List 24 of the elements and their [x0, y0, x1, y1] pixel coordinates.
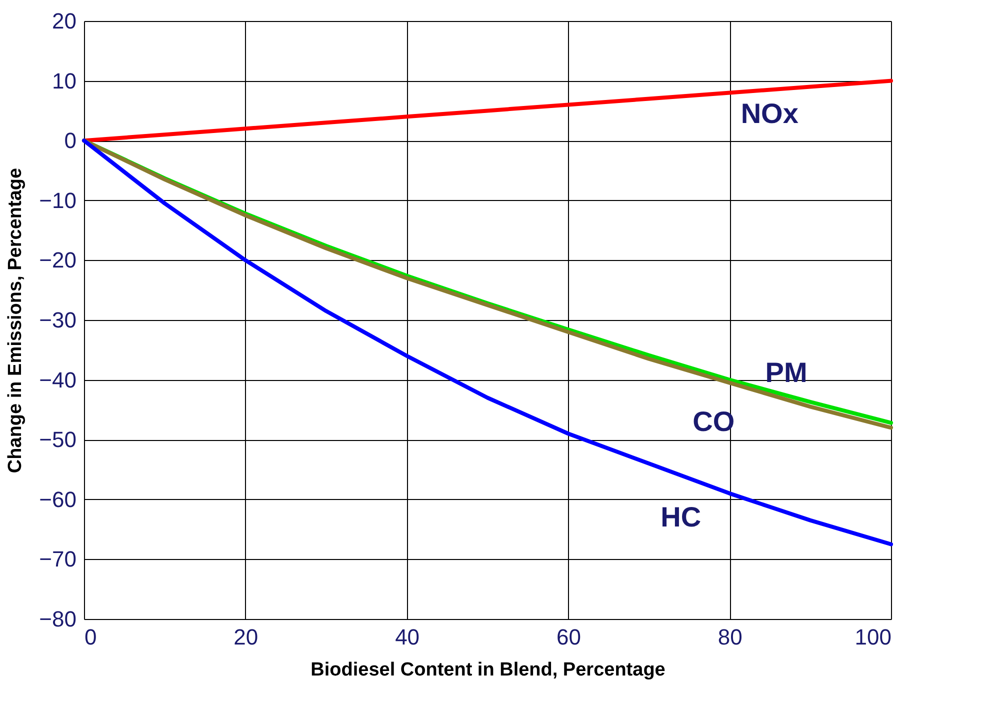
x-tick-label: 100: [854, 624, 892, 650]
x-tick-label: 40: [395, 624, 420, 650]
y-tick-label: −40: [39, 367, 76, 392]
x-tick-label: 0: [84, 624, 97, 650]
y-tick-label: −80: [39, 606, 76, 632]
y-tick-label: 20: [52, 8, 76, 34]
x-axis-title: Biodiesel Content in Blend, Percentage: [310, 660, 666, 680]
line-series: [82, 138, 893, 546]
series-label: PM: [765, 356, 808, 388]
y-tick-label: −20: [39, 248, 76, 273]
y-axis-title: Change in Emissions, Percentage: [5, 168, 26, 474]
y-tick-label: −10: [39, 188, 76, 213]
x-tick-label: 60: [556, 624, 581, 650]
x-tick-label: 80: [718, 624, 742, 650]
x-tick-label: 20: [234, 624, 258, 650]
line-series: [82, 78, 893, 143]
y-tick-label: −50: [39, 427, 76, 452]
y-tick-label: −30: [39, 308, 76, 332]
y-tick-label: −60: [39, 486, 76, 512]
series-label: HC: [660, 502, 702, 533]
y-tick-label: 0: [64, 128, 76, 154]
y-tick-label: −70: [39, 546, 76, 572]
series-label: NOx: [740, 98, 799, 129]
y-tick-label: 10: [52, 68, 76, 94]
